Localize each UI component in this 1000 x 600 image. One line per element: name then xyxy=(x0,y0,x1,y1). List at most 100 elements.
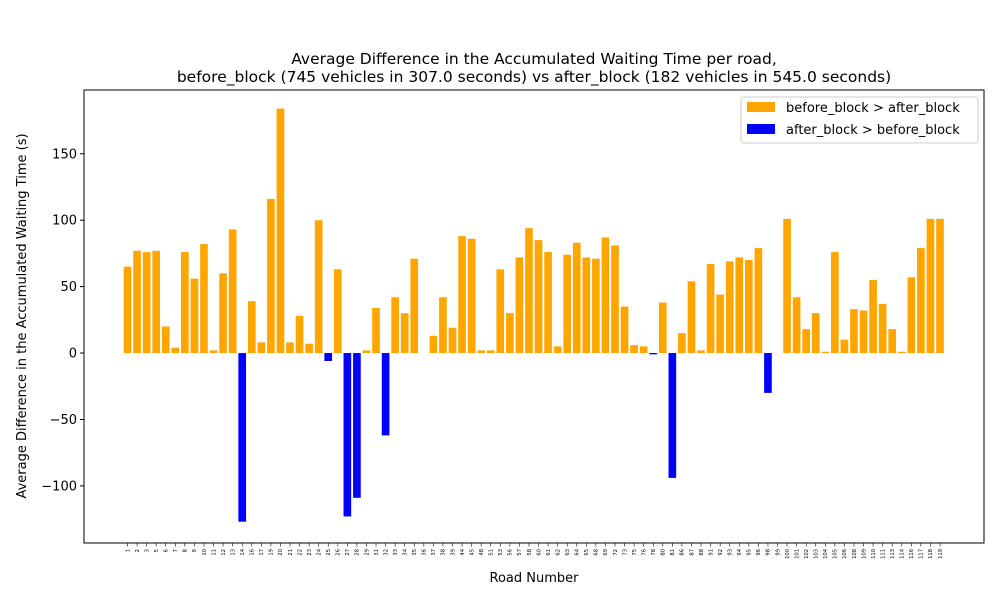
x-tick-label: 33 xyxy=(393,549,399,556)
legend-swatch-negative xyxy=(747,124,775,134)
x-tick-label: 75 xyxy=(632,549,638,556)
bar-road-69 xyxy=(601,237,610,354)
bar-road-22 xyxy=(295,315,304,354)
bar-road-91 xyxy=(706,264,715,354)
legend: before_block > after_block after_block >… xyxy=(740,96,979,144)
x-tick-label: 32 xyxy=(383,549,389,556)
bar-road-6 xyxy=(161,326,170,354)
x-tick-label: 63 xyxy=(565,549,571,556)
x-tick-label: 2 xyxy=(135,549,141,552)
x-tick-label: 106 xyxy=(842,549,848,559)
x-tick-label: 35 xyxy=(412,549,418,556)
x-tick-label: 111 xyxy=(880,549,886,559)
bar-road-106 xyxy=(840,339,849,354)
x-tick-label: 5 xyxy=(154,549,160,552)
bar-road-116 xyxy=(907,277,916,354)
bar-road-118 xyxy=(926,218,935,354)
bar-road-10 xyxy=(200,244,208,354)
chart-title-line1: Average Difference in the Accumulated Wa… xyxy=(291,50,777,68)
bar-road-1 xyxy=(123,266,132,354)
x-tick-label: 16 xyxy=(250,549,256,556)
bar-road-27 xyxy=(343,353,352,517)
x-tick-label: 36 xyxy=(422,549,428,556)
bar-road-21 xyxy=(286,342,294,354)
bar-road-76 xyxy=(639,346,648,354)
bar-road-109 xyxy=(859,310,868,354)
bar-road-3 xyxy=(142,252,151,354)
bar-road-111 xyxy=(878,303,887,354)
x-tick-label: 10 xyxy=(202,549,208,556)
x-axis-label: Road Number xyxy=(490,571,580,586)
x-tick-label: 22 xyxy=(297,549,303,556)
x-tick-label: 78 xyxy=(651,549,657,556)
bar-road-23 xyxy=(305,343,313,354)
bar-road-96 xyxy=(754,248,763,354)
x-tick-label: 68 xyxy=(594,549,600,556)
x-tick-label: 101 xyxy=(794,549,800,559)
bar-road-61 xyxy=(544,252,552,354)
x-tick-label: 81 xyxy=(670,549,676,556)
bar-road-113 xyxy=(888,329,897,354)
bar-road-38 xyxy=(439,297,447,354)
bar-road-7 xyxy=(171,347,180,354)
bar-road-34 xyxy=(400,313,409,354)
x-tick-label: 119 xyxy=(938,549,944,559)
bar-road-48 xyxy=(477,350,485,354)
x-tick-label: 29 xyxy=(364,549,370,556)
bar-road-29 xyxy=(362,350,371,354)
x-tick-label: 39 xyxy=(450,549,456,556)
x-tick-label: 28 xyxy=(355,549,361,556)
bar-road-33 xyxy=(391,297,399,354)
y-axis-label: Average Difference in the Accumulated Wa… xyxy=(15,133,30,498)
bar-road-12 xyxy=(219,273,227,354)
bar-road-65 xyxy=(582,257,591,354)
bar-road-45 xyxy=(467,238,476,354)
x-tick-label: 8 xyxy=(183,549,189,552)
bar-road-98 xyxy=(764,353,772,393)
x-tick-label: 108 xyxy=(852,549,858,559)
x-tick-label: 87 xyxy=(689,549,695,556)
bar-road-95 xyxy=(745,260,753,354)
x-tick-label: 38 xyxy=(441,549,447,556)
x-tick-label: 92 xyxy=(718,549,724,556)
x-tick-label: 69 xyxy=(603,549,609,556)
bar-road-2 xyxy=(133,250,141,354)
x-tick-label: 109 xyxy=(861,549,867,559)
x-tick-label: 45 xyxy=(469,549,475,556)
y-tick-label: 150 xyxy=(52,147,77,162)
x-tick-label: 113 xyxy=(890,549,896,559)
x-tick-label: 3 xyxy=(144,549,150,552)
bar-road-103 xyxy=(811,313,820,354)
x-tick-label: 118 xyxy=(928,549,934,559)
x-tick-label: 99 xyxy=(775,549,781,556)
legend-swatch-positive xyxy=(747,102,775,112)
bar-road-32 xyxy=(381,353,390,436)
bar-road-60 xyxy=(534,240,543,354)
x-tick-label: 44 xyxy=(460,548,466,555)
bar-road-108 xyxy=(850,309,858,354)
bar-road-28 xyxy=(353,353,361,498)
x-tick-label: 9 xyxy=(192,549,198,552)
x-tick-label: 27 xyxy=(345,549,351,556)
bar-road-104 xyxy=(821,351,830,354)
x-tick-label: 86 xyxy=(680,549,686,556)
bar-road-78 xyxy=(649,353,658,355)
bar-road-13 xyxy=(228,229,237,354)
bar-road-75 xyxy=(630,345,638,354)
x-tick-label: 102 xyxy=(804,549,810,559)
x-tick-label: 100 xyxy=(785,549,791,559)
bar-road-88 xyxy=(697,350,705,354)
x-tick-label: 73 xyxy=(622,549,628,556)
x-tick-label: 23 xyxy=(307,549,313,556)
bar-road-92 xyxy=(716,294,724,354)
x-tick-label: 114 xyxy=(900,548,906,559)
legend-frame xyxy=(740,96,979,144)
x-tick-label: 116 xyxy=(909,549,915,559)
y-tick-label: 50 xyxy=(60,280,77,295)
bar-road-94 xyxy=(735,257,744,354)
x-tick-label: 62 xyxy=(555,549,561,556)
bar-road-39 xyxy=(448,327,457,354)
x-tick-label: 88 xyxy=(699,549,705,556)
bar-road-73 xyxy=(620,306,629,354)
